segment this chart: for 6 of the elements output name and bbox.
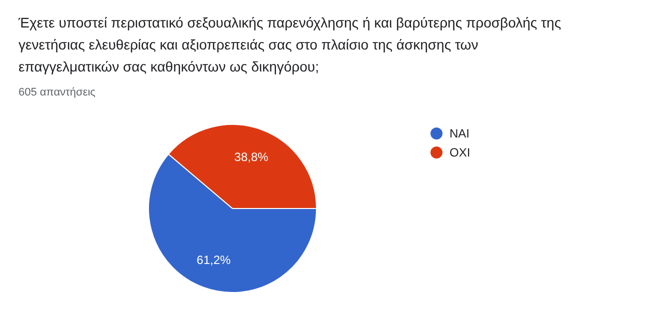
data-label: 38,8% <box>234 150 269 164</box>
chart-title: Έχετε υποστεί περιστατικό σεξουαλικής παρενόχλησης ή και βαρύτερης προσβολής της γενετήσιας ελευθερίας και αξιοπρεπειάς σας στο πλαίσιο της άσκησης των επαγγελματικών σας καθηκόντων ως δικηγόρου; <box>18 14 562 74</box>
legend-label: ΟΧΙ <box>450 146 470 160</box>
text: 605 απαντήσεις <box>18 86 96 98</box>
legend-label: ΝΑΙ <box>450 126 470 140</box>
data-label: 61,2% <box>196 252 232 267</box>
